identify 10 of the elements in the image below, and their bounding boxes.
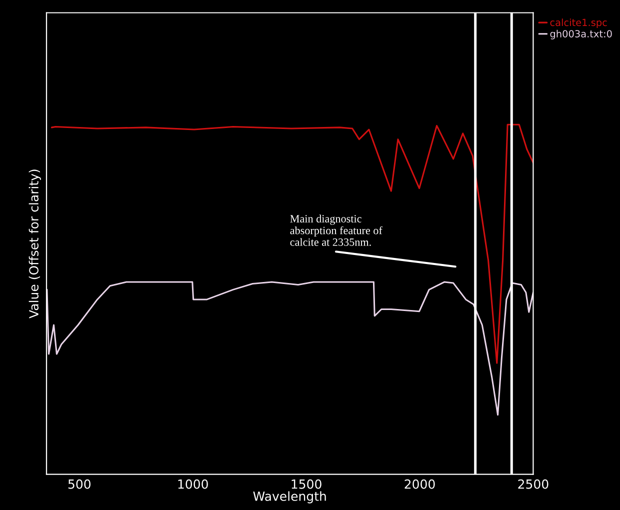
x-axis-title: Wavelength bbox=[253, 491, 326, 504]
annotation: Main diagnostic absorption feature of calcite at 2335nm. bbox=[290, 214, 382, 246]
legend-label: calcite1.spc bbox=[550, 18, 607, 28]
x-tick-label: 500 bbox=[68, 479, 90, 489]
legend-label: gh003a.txt:0 bbox=[550, 30, 612, 40]
x-tick-label: 2500 bbox=[518, 479, 548, 489]
x-tick-label: 1500 bbox=[292, 479, 322, 489]
y-axis-title: Value (Offset for clarity) bbox=[28, 170, 41, 318]
x-tick-label: 2000 bbox=[404, 479, 435, 489]
x-tick-label: 1000 bbox=[178, 479, 208, 489]
